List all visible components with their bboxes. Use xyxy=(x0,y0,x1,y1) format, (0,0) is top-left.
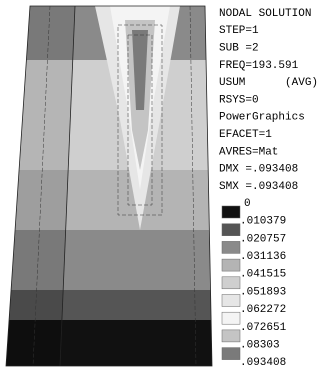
legend-label: .031136 xyxy=(240,251,286,263)
info-line: SUB =2 xyxy=(219,43,259,55)
legend-label: .051893 xyxy=(240,286,286,298)
model xyxy=(0,0,220,376)
info-line: USUM (AVG) xyxy=(219,77,318,89)
legend-label: 0 xyxy=(244,198,251,210)
info-line: FREQ=193.591 xyxy=(219,60,299,72)
legend-label: .093408 xyxy=(240,357,286,369)
legend-swatch xyxy=(222,206,240,218)
info-line: SMX =.093408 xyxy=(219,181,298,193)
legend-swatch xyxy=(222,277,240,289)
info-line: RSYS=0 xyxy=(219,94,259,106)
info-line: AVRES=Mat xyxy=(219,146,278,158)
legend-label: .072651 xyxy=(240,322,287,334)
info-line: STEP=1 xyxy=(219,25,259,37)
legend-label: .010379 xyxy=(240,216,286,228)
legend-swatch xyxy=(222,330,240,342)
info-line: NODAL SOLUTION xyxy=(219,8,311,20)
legend-label: .041515 xyxy=(240,269,286,281)
legend-swatch xyxy=(222,348,240,360)
legend-swatch xyxy=(222,259,240,271)
legend-swatch xyxy=(222,295,240,307)
legend-label: .020757 xyxy=(240,233,286,245)
legend-swatch xyxy=(222,224,240,236)
screenshot: NODAL SOLUTION STEP=1 SUB =2 FREQ=193.591 US… xyxy=(0,0,329,376)
info-line: DMX =.093408 xyxy=(219,164,298,176)
legend-swatch xyxy=(222,312,240,324)
legend-label: .08303 xyxy=(240,340,280,352)
legend: 0 .010379 .020757 .031136 .041515 .051893 .062… xyxy=(222,198,287,369)
info-line: EFACET=1 xyxy=(219,129,272,141)
info-line: PowerGraphics xyxy=(219,112,305,124)
info-panel: NODAL SOLUTION STEP=1 SUB =2 FREQ=193.591 US… xyxy=(219,8,318,193)
legend-swatch xyxy=(222,241,240,253)
legend-label: .062272 xyxy=(240,304,286,316)
